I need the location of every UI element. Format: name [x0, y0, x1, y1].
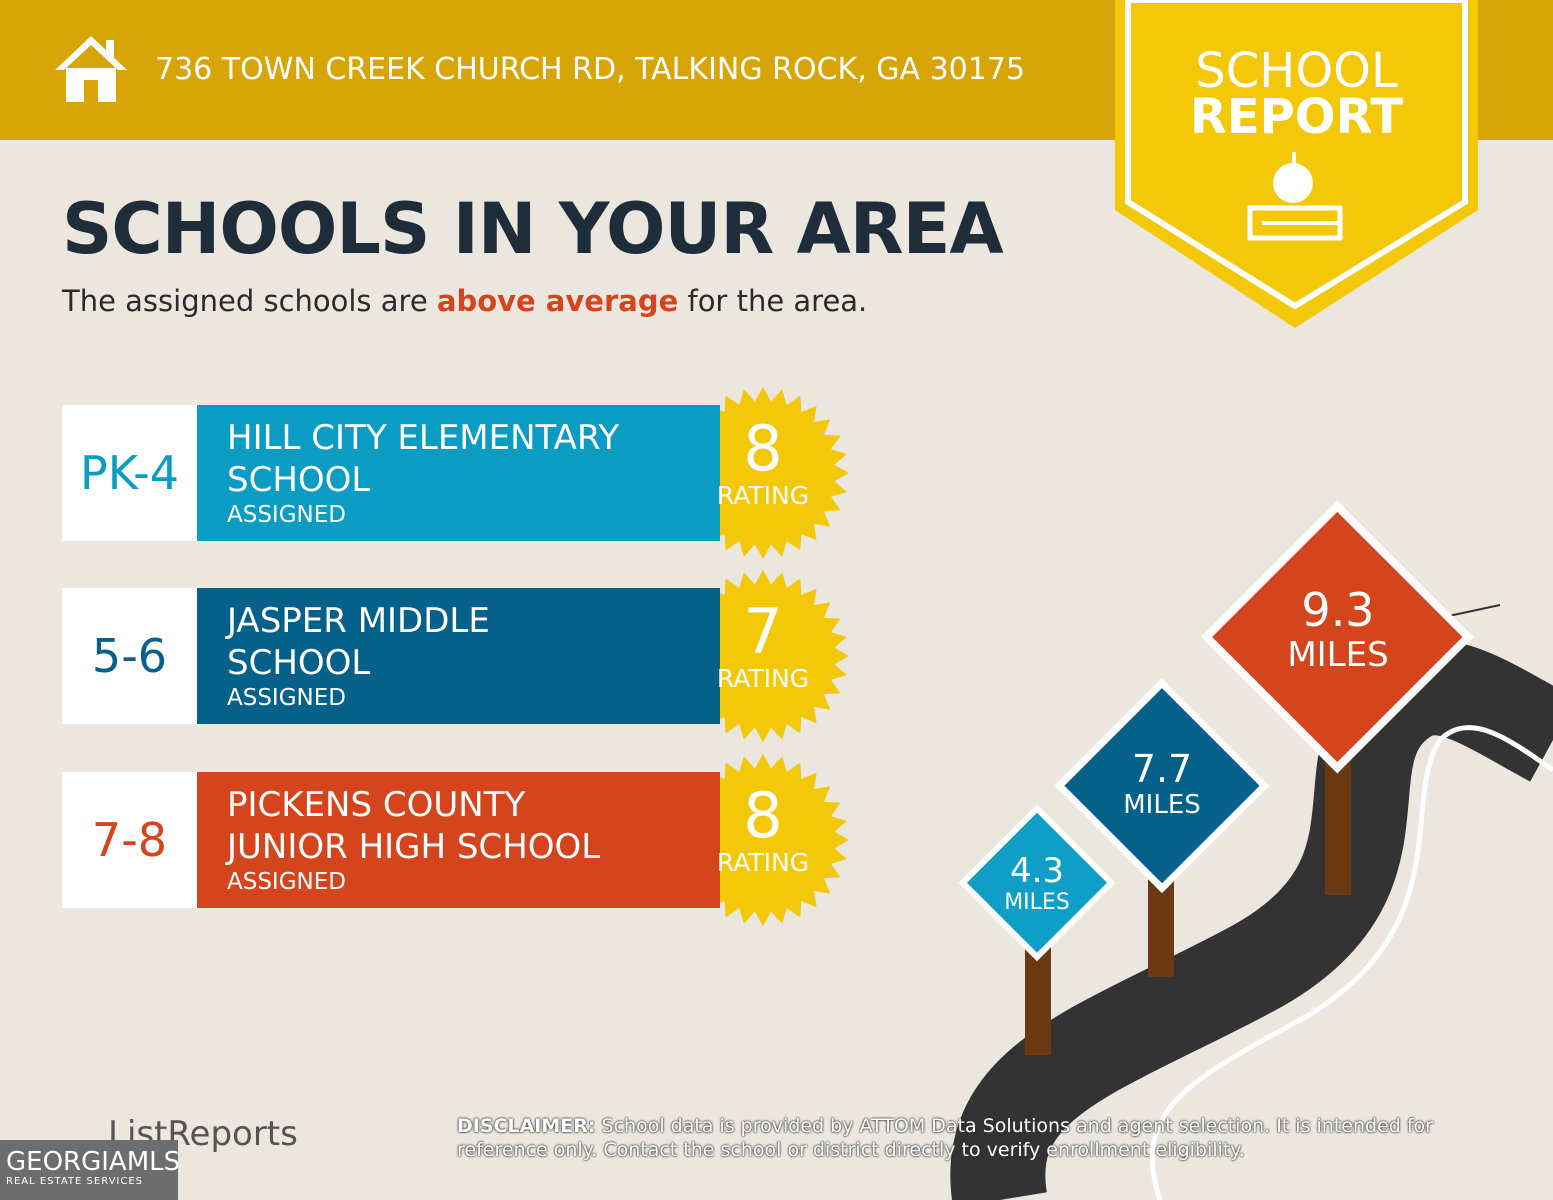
- school-name: HILL CITY ELEMENTARY: [227, 418, 620, 458]
- rating-value: 8: [743, 779, 783, 852]
- subtitle: The assigned schools are above average f…: [62, 284, 867, 318]
- grade-range: PK-4: [62, 405, 197, 541]
- grade-range: 5-6: [62, 588, 197, 724]
- distance-unit: MILES: [1287, 635, 1389, 675]
- rating: 7 RATING: [678, 595, 848, 694]
- school-bar: HILL CITY ELEMENTARY SCHOOL ASSIGNED: [197, 405, 720, 541]
- mls-sub: REAL ESTATE SERVICES: [6, 1176, 144, 1187]
- mls-logo: GEORGIAMLS REAL ESTATE SERVICES: [0, 1140, 181, 1200]
- badge-line: REPORT: [1189, 89, 1404, 145]
- badge: [1115, 0, 1478, 328]
- address: 736 TOWN CREEK CHURCH RD, TALKING ROCK, …: [155, 52, 1026, 87]
- text: The assigned schools are: [62, 284, 428, 318]
- school-name: PICKENS COUNTY: [227, 785, 526, 825]
- school-bar: JASPER MIDDLE SCHOOL ASSIGNED: [197, 588, 720, 724]
- rating-value: 8: [743, 412, 783, 485]
- school-name: SCHOOL: [227, 643, 371, 683]
- school-name: SCHOOL: [227, 460, 371, 500]
- house-icon: [55, 36, 127, 102]
- school-name: JUNIOR HIGH SCHOOL: [227, 827, 601, 867]
- badge-text: SCHOOL REPORT: [1128, 43, 1465, 145]
- rating: 8 RATING: [678, 779, 848, 878]
- rating: 8 RATING: [678, 412, 848, 511]
- distance-value: 7.7: [1131, 747, 1193, 791]
- distance-unit: MILES: [1123, 790, 1201, 820]
- grade-range: 7-8: [62, 772, 197, 908]
- badge-line: SCHOOL: [1195, 43, 1398, 99]
- sign-boards: [958, 500, 1474, 962]
- school-bar: PICKENS COUNTY JUNIOR HIGH SCHOOL ASSIGNED: [197, 772, 720, 908]
- school-status: ASSIGNED: [227, 685, 346, 711]
- school-status: ASSIGNED: [227, 502, 346, 528]
- rating-burst: [677, 387, 849, 559]
- rating-value: 7: [743, 595, 783, 668]
- rating-label: RATING: [716, 664, 810, 693]
- text: for the area.: [687, 284, 868, 318]
- distance-value: 4.3: [1009, 851, 1065, 891]
- distance-sign: 7.7 MILES: [1062, 748, 1262, 820]
- emphasis: above average: [436, 284, 679, 318]
- distance-unit: MILES: [1004, 890, 1070, 915]
- rating-label: RATING: [716, 848, 810, 877]
- mls-name: GEORGIAMLS: [6, 1147, 181, 1177]
- disclaimer-label: DISCLAIMER:: [457, 1115, 596, 1137]
- distance-sign: 4.3 MILES: [937, 852, 1137, 915]
- disclaimer-text: School data is provided by ATTOM Data So…: [457, 1115, 1433, 1161]
- rating-burst: [677, 570, 849, 742]
- disclaimer: DISCLAIMER: School data is provided by A…: [457, 1114, 1477, 1162]
- distance-sign: 9.3 MILES: [1238, 585, 1438, 675]
- rating-bursts: [677, 387, 849, 926]
- school-name: JASPER MIDDLE: [227, 601, 490, 641]
- rating-burst: [677, 754, 849, 926]
- title: SCHOOLS IN YOUR AREA: [62, 188, 1004, 270]
- rating-label: RATING: [716, 481, 810, 510]
- school-status: ASSIGNED: [227, 869, 346, 895]
- distance-value: 9.3: [1301, 583, 1375, 637]
